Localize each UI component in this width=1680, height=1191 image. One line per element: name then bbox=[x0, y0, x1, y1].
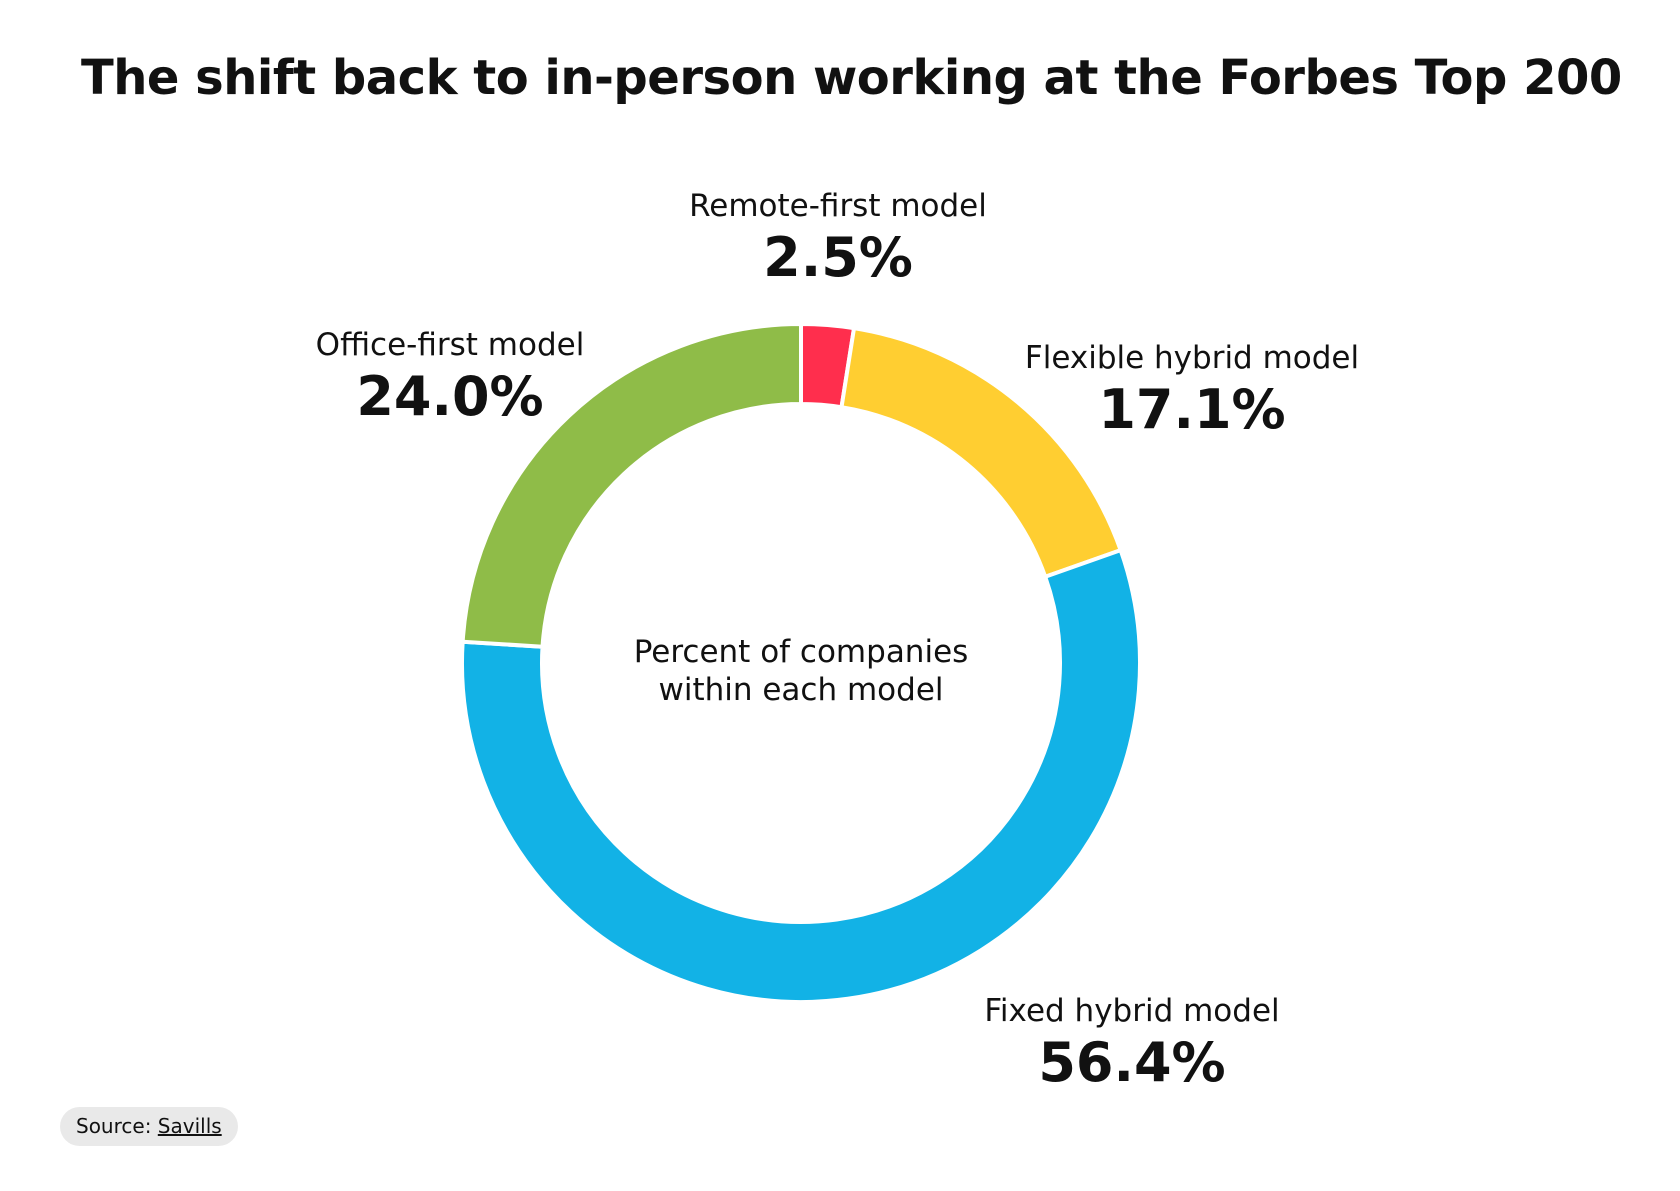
label-office-first: Office-first model 24.0% bbox=[316, 327, 585, 428]
slice-fixed-hybrid-model bbox=[460, 547, 1142, 1004]
label-fixed-hybrid: Fixed hybrid model 56.4% bbox=[984, 993, 1279, 1094]
slice-label: Flexible hybrid model bbox=[1024, 340, 1360, 376]
slice-value: 56.4% bbox=[1038, 1031, 1226, 1094]
source-prefix: Source: bbox=[76, 1114, 158, 1138]
center-text-line: Percent of companies bbox=[633, 634, 969, 670]
center-text-line: within each model bbox=[658, 672, 944, 708]
slice-label: Office-first model bbox=[315, 327, 585, 363]
chart-title: The shift back to in-person working at t… bbox=[81, 50, 1622, 106]
source-badge: Source: Savills bbox=[60, 1107, 238, 1146]
slice-value: 24.0% bbox=[356, 365, 544, 428]
source-link[interactable]: Savills bbox=[157, 1114, 222, 1138]
slice-label: Remote-first model bbox=[689, 188, 987, 224]
slice-label: Fixed hybrid model bbox=[984, 993, 1280, 1029]
center-text: Percent of companies within each model bbox=[634, 633, 969, 709]
slice-office-first-model bbox=[460, 321, 803, 649]
slice-value: 17.1% bbox=[1098, 378, 1286, 441]
label-remote-first: Remote-first model 2.5% bbox=[689, 188, 987, 289]
slice-value: 2.5% bbox=[763, 226, 913, 289]
label-flexible-hybrid: Flexible hybrid model 17.1% bbox=[1025, 340, 1359, 441]
